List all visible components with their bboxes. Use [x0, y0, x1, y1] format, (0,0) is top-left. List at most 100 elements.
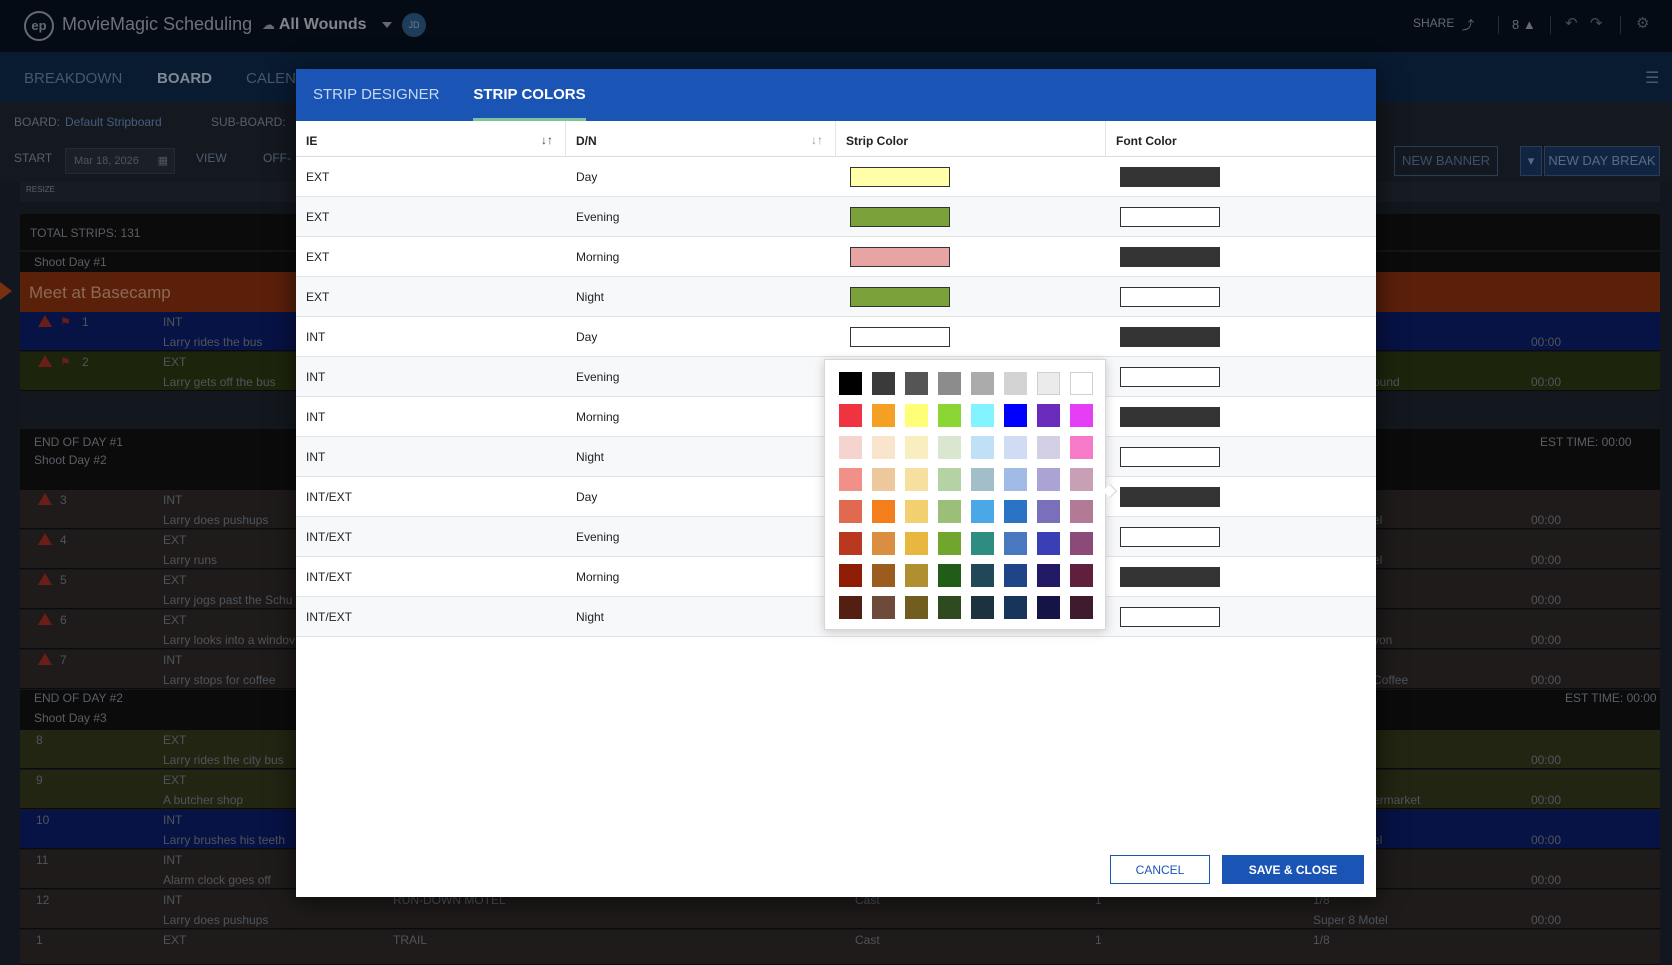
palette-color-swatch[interactable] — [971, 564, 994, 587]
calendar-icon[interactable]: ▦ — [157, 155, 168, 167]
palette-color-swatch[interactable] — [938, 564, 961, 587]
avatar[interactable]: JD — [402, 13, 426, 37]
project-selector[interactable]: ☁ All Wounds — [262, 16, 367, 34]
palette-color-swatch[interactable] — [1070, 468, 1093, 491]
palette-color-swatch[interactable] — [1004, 372, 1027, 395]
palette-color-swatch[interactable] — [839, 436, 862, 459]
palette-color-swatch[interactable] — [872, 564, 895, 587]
palette-color-swatch[interactable] — [938, 372, 961, 395]
font-color-swatch[interactable] — [1120, 207, 1220, 227]
font-color-swatch[interactable] — [1120, 607, 1220, 627]
palette-color-swatch[interactable] — [1037, 500, 1060, 523]
menu-icon[interactable]: ☰ — [1645, 70, 1660, 87]
table-row[interactable]: EXT Morning — [296, 237, 1376, 277]
off-dropdown[interactable]: OFF- — [263, 151, 291, 165]
palette-color-swatch[interactable] — [1004, 564, 1027, 587]
palette-color-swatch[interactable] — [1037, 404, 1060, 427]
palette-color-swatch[interactable] — [938, 532, 961, 555]
palette-color-swatch[interactable] — [839, 404, 862, 427]
palette-color-swatch[interactable] — [905, 372, 928, 395]
palette-color-swatch[interactable] — [1037, 372, 1060, 395]
table-row[interactable]: EXT Evening — [296, 197, 1376, 237]
table-row[interactable]: INT/EXT Night — [296, 597, 1376, 637]
palette-color-swatch[interactable] — [1004, 404, 1027, 427]
palette-color-swatch[interactable] — [905, 596, 928, 619]
palette-color-swatch[interactable] — [905, 564, 928, 587]
font-color-swatch[interactable] — [1120, 327, 1220, 347]
sort-icon[interactable]: ↓↑ — [541, 133, 553, 147]
palette-color-swatch[interactable] — [1004, 500, 1027, 523]
palette-color-swatch[interactable] — [971, 372, 994, 395]
palette-color-swatch[interactable] — [1070, 532, 1093, 555]
palette-color-swatch[interactable] — [905, 468, 928, 491]
font-color-swatch[interactable] — [1120, 287, 1220, 307]
palette-color-swatch[interactable] — [839, 532, 862, 555]
palette-color-swatch[interactable] — [839, 500, 862, 523]
tab-board[interactable]: BOARD — [157, 70, 212, 87]
share-icon[interactable]: ⤴ — [1462, 18, 1475, 32]
palette-color-swatch[interactable] — [938, 404, 961, 427]
palette-color-swatch[interactable] — [1037, 436, 1060, 459]
palette-color-swatch[interactable] — [1070, 436, 1093, 459]
sort-icon[interactable]: ↓↑ — [811, 133, 823, 147]
palette-color-swatch[interactable] — [1037, 532, 1060, 555]
warning-count[interactable]: 8 ▲ — [1512, 17, 1536, 32]
font-color-swatch[interactable] — [1120, 487, 1220, 507]
palette-color-swatch[interactable] — [905, 404, 928, 427]
save-and-close-button[interactable]: SAVE & CLOSE — [1222, 855, 1364, 884]
column-header-ie[interactable]: IE ↓↑ — [296, 121, 566, 157]
palette-color-swatch[interactable] — [1004, 596, 1027, 619]
palette-color-swatch[interactable] — [905, 532, 928, 555]
palette-color-swatch[interactable] — [839, 468, 862, 491]
palette-color-swatch[interactable] — [971, 596, 994, 619]
tab-strip-designer[interactable]: STRIP DESIGNER — [313, 86, 440, 103]
undo-icon[interactable]: ↶ — [1565, 15, 1578, 32]
strip-color-swatch[interactable] — [850, 287, 950, 307]
strip-color-swatch[interactable] — [850, 207, 950, 227]
palette-color-swatch[interactable] — [971, 532, 994, 555]
column-header-dn[interactable]: D/N ↓↑ — [566, 121, 836, 157]
font-color-swatch[interactable] — [1120, 527, 1220, 547]
share-button[interactable]: SHARE — [1413, 16, 1455, 30]
palette-color-swatch[interactable] — [938, 436, 961, 459]
table-row[interactable]: INT Day — [296, 317, 1376, 357]
palette-color-swatch[interactable] — [971, 404, 994, 427]
chevron-down-icon[interactable] — [382, 22, 392, 28]
palette-color-swatch[interactable] — [872, 372, 895, 395]
palette-color-swatch[interactable] — [971, 468, 994, 491]
palette-color-swatch[interactable] — [971, 500, 994, 523]
tab-strip-colors[interactable]: STRIP COLORS — [473, 69, 586, 121]
palette-color-swatch[interactable] — [938, 500, 961, 523]
palette-color-swatch[interactable] — [872, 596, 895, 619]
resize-label[interactable]: RESIZE — [26, 185, 55, 194]
palette-color-swatch[interactable] — [872, 500, 895, 523]
palette-color-swatch[interactable] — [872, 468, 895, 491]
table-row[interactable]: 1 EXT TRAIL Cast 1 1/8 — [20, 930, 1660, 965]
board-selector[interactable]: Default Stripboard — [65, 115, 162, 129]
cancel-button[interactable]: CANCEL — [1110, 855, 1210, 884]
palette-color-swatch[interactable] — [839, 564, 862, 587]
font-color-swatch[interactable] — [1120, 167, 1220, 187]
font-color-swatch[interactable] — [1120, 407, 1220, 427]
settings-icon[interactable]: ⚙ — [1636, 15, 1650, 32]
tab-breakdown[interactable]: BREAKDOWN — [24, 70, 123, 87]
font-color-swatch[interactable] — [1120, 447, 1220, 467]
palette-color-swatch[interactable] — [1004, 532, 1027, 555]
palette-color-swatch[interactable] — [1070, 404, 1093, 427]
strip-color-swatch[interactable] — [850, 327, 950, 347]
palette-color-swatch[interactable] — [872, 404, 895, 427]
palette-color-swatch[interactable] — [839, 372, 862, 395]
start-date-field[interactable]: Mar 18, 2026 ▦ — [65, 148, 175, 174]
tab-calendar[interactable]: CALEN — [246, 70, 297, 87]
table-row[interactable]: EXT Night — [296, 277, 1376, 317]
palette-color-swatch[interactable] — [839, 596, 862, 619]
palette-color-swatch[interactable] — [1004, 468, 1027, 491]
table-row[interactable]: EXT Day — [296, 157, 1376, 197]
palette-color-swatch[interactable] — [1070, 500, 1093, 523]
palette-color-swatch[interactable] — [872, 436, 895, 459]
palette-color-swatch[interactable] — [905, 436, 928, 459]
palette-color-swatch[interactable] — [1004, 436, 1027, 459]
new-banner-button[interactable]: NEW BANNER — [1394, 146, 1498, 176]
strip-color-swatch[interactable] — [850, 167, 950, 187]
font-color-swatch[interactable] — [1120, 247, 1220, 267]
